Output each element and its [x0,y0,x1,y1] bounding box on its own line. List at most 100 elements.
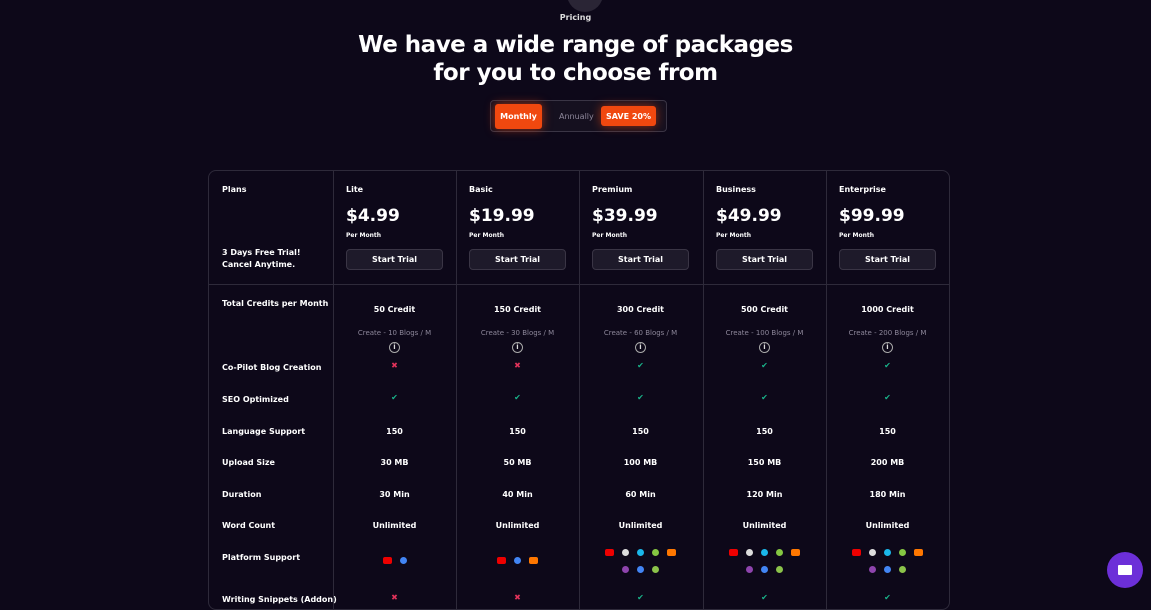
platform-icons [703,549,826,556]
soundcloud-icon [529,557,538,564]
upload-value: 30 MB [380,458,409,467]
check-icon: ✔ [637,361,644,370]
soundcloud-icon [914,549,923,556]
rumble-icon [652,549,659,556]
google-podcasts-icon [761,566,768,573]
check-icon: ✔ [514,393,521,402]
info-wrap: i [333,342,456,353]
annually-button[interactable]: Annually [559,112,594,121]
tiktok-icon [869,549,876,556]
duration-value: 30 Min [379,490,410,499]
apple-podcasts-icon [746,566,753,573]
info-icon[interactable]: i [512,342,523,353]
google-podcasts-icon [514,557,521,564]
chat-button[interactable] [1107,552,1143,588]
avatar-circle [567,0,603,12]
plan-name: Lite [346,185,364,194]
plan-period: Per Month [346,232,382,239]
plan-price: $49.99 [716,206,782,226]
tiktok-icon [622,549,629,556]
soundcloud-icon [667,549,676,556]
start-trial-button[interactable]: Start Trial [716,249,813,270]
vimeo-icon [884,549,891,556]
cross-icon: ✖ [391,361,398,370]
upload-value: 200 MB [870,458,905,467]
words-value: Unlimited [618,521,663,530]
plan-price: $99.99 [839,206,905,226]
monthly-button[interactable]: Monthly [495,104,542,129]
row-label-languages: Language Support [222,427,306,436]
check-icon: ✔ [637,593,644,602]
youtube-icon [605,549,614,556]
row-label-upload: Upload Size [222,458,275,467]
cross-icon: ✖ [514,593,521,602]
start-trial-button[interactable]: Start Trial [346,249,443,270]
words-value: Unlimited [372,521,417,530]
plan-price: $19.99 [469,206,535,226]
row-label-seo: SEO Optimized [222,395,289,404]
rss-icon [776,566,783,573]
platform-icons [333,557,456,564]
blogs-value: Create - 60 Blogs / M [603,329,678,337]
words-value: Unlimited [495,521,540,530]
rumble-icon [776,549,783,556]
google-podcasts-icon [399,557,407,564]
apple-podcasts-icon [622,566,629,573]
blogs-value: Create - 30 Blogs / M [480,329,555,337]
blogs-value: Create - 10 Blogs / M [357,329,432,337]
vimeo-icon [637,549,644,556]
column-divider [456,171,457,609]
credits-value: 500 Credit [740,305,789,314]
platform-icons [826,566,949,573]
plan-price: $4.99 [346,206,400,226]
start-trial-button[interactable]: Start Trial [469,249,566,270]
google-podcasts-icon [637,566,644,573]
credits-value: 50 Credit [373,305,416,314]
check-icon: ✔ [884,361,891,370]
section-eyebrow: Pricing [559,13,592,22]
title-line-1: We have a wide range of packages [358,32,793,58]
rss-icon [899,566,906,573]
check-icon: ✔ [884,593,891,602]
start-trial-button[interactable]: Start Trial [839,249,936,270]
row-label-words: Word Count [222,521,276,530]
info-wrap: i [579,342,702,353]
platform-icons [456,557,579,564]
info-wrap: i [703,342,826,353]
start-trial-button[interactable]: Start Trial [592,249,689,270]
soundcloud-icon [791,549,800,556]
rss-icon [652,566,659,573]
languages-value: 150 [879,427,896,436]
credits-value: 1000 Credit [861,305,914,314]
pricing-table: Plans 3 Days Free Trial! Cancel Anytime.… [208,170,950,610]
chat-icon [1118,565,1132,575]
save-badge: SAVE 20% [601,106,656,126]
duration-value: 40 Min [502,490,533,499]
plan-name: Business [716,185,756,194]
languages-value: 150 [632,427,649,436]
column-divider [579,171,580,609]
duration-value: 60 Min [625,490,656,499]
cross-icon: ✖ [391,593,398,602]
info-icon[interactable]: i [882,342,893,353]
credits-value: 300 Credit [616,305,665,314]
info-icon[interactable]: i [759,342,770,353]
page-title: We have a wide range of packages for you … [0,31,1151,87]
plan-period: Per Month [716,232,752,239]
trial-note-1: 3 Days Free Trial! [222,248,301,257]
trial-note-2: Cancel Anytime. [222,260,296,269]
row-label-platforms: Platform Support [222,553,301,562]
vimeo-icon [761,549,768,556]
info-icon[interactable]: i [389,342,400,353]
tiktok-icon [746,549,753,556]
upload-value: 150 MB [747,458,782,467]
billing-toggle: Monthly Annually SAVE 20% [490,100,667,132]
upload-value: 50 MB [503,458,532,467]
google-podcasts-icon [884,566,891,573]
languages-value: 150 [756,427,773,436]
row-label-duration: Duration [222,490,262,499]
youtube-icon [382,557,392,564]
info-icon[interactable]: i [635,342,646,353]
plan-name: Basic [469,185,493,194]
youtube-icon [729,549,738,556]
